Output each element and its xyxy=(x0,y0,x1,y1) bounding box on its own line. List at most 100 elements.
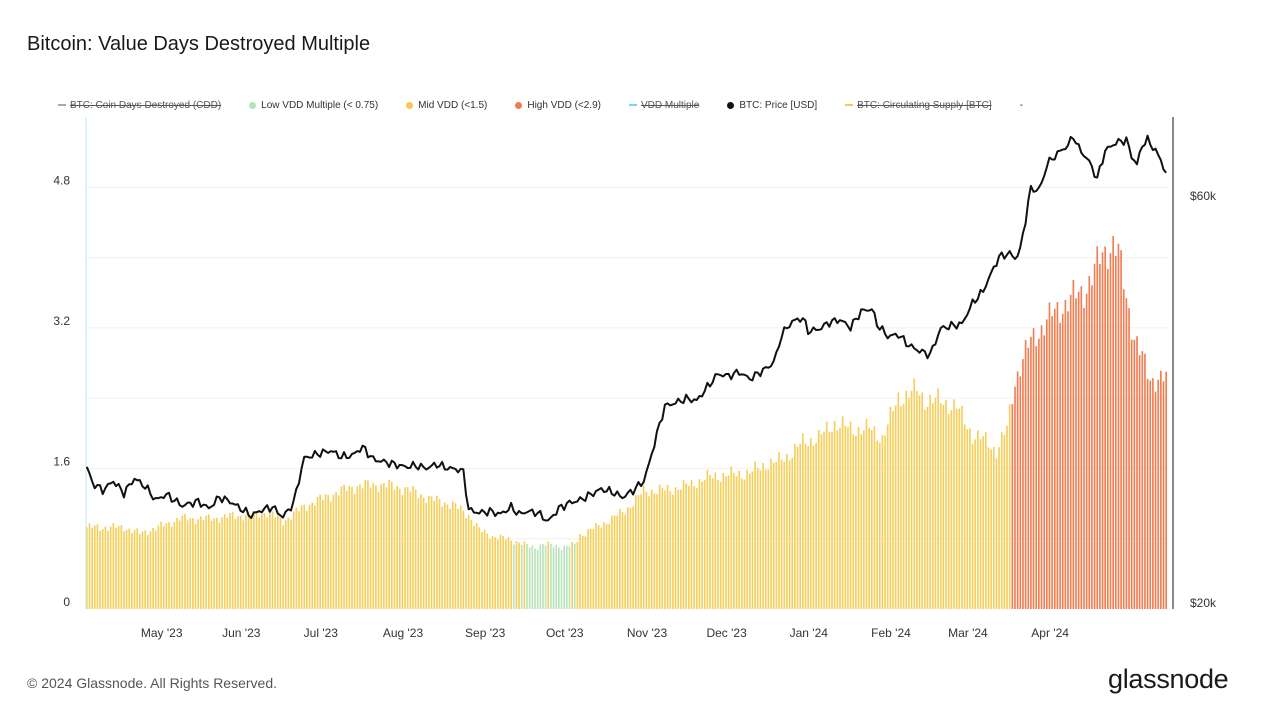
vdd-bar xyxy=(971,443,974,609)
vdd-bar xyxy=(412,486,414,609)
vdd-bar xyxy=(176,517,178,609)
vdd-bar xyxy=(454,503,457,609)
vdd-bar xyxy=(205,515,207,609)
vdd-bar xyxy=(770,458,772,609)
vdd-bar xyxy=(361,488,364,609)
vdd-bar xyxy=(1157,379,1160,609)
vdd-bar xyxy=(921,392,924,609)
vdd-bar xyxy=(661,487,664,609)
vdd-bar xyxy=(512,544,515,609)
vdd-bar xyxy=(152,527,154,609)
vdd-bar xyxy=(828,431,831,609)
vdd-bar xyxy=(266,517,268,609)
vdd-bar xyxy=(547,541,550,609)
vdd-bar xyxy=(847,427,849,609)
vdd-bar xyxy=(401,495,404,609)
vdd-bar xyxy=(809,438,812,609)
vdd-bar xyxy=(316,497,319,609)
legend-item-6[interactable]: BTC: Circulating Supply [BTC] xyxy=(845,100,992,111)
vdd-bar xyxy=(1024,339,1027,609)
vdd-bar xyxy=(613,515,616,609)
vdd-bar xyxy=(913,378,916,609)
vdd-bar xyxy=(221,517,223,609)
vdd-bar xyxy=(1000,432,1003,609)
vdd-bar xyxy=(1130,339,1133,609)
vdd-bar xyxy=(823,431,825,609)
vdd-bar xyxy=(255,511,258,609)
vdd-bar xyxy=(327,495,329,609)
vdd-bar xyxy=(282,525,284,609)
vdd-bar xyxy=(608,524,611,609)
vdd-bar xyxy=(860,434,863,609)
vdd-bar xyxy=(218,522,221,609)
x-tick-label: Jul '23 xyxy=(304,626,339,640)
axes xyxy=(85,117,1174,609)
vdd-bar xyxy=(632,506,634,609)
vdd-bar xyxy=(226,517,229,609)
vdd-bar xyxy=(799,443,802,609)
vdd-bar xyxy=(1040,325,1043,609)
vdd-bar xyxy=(404,487,406,609)
vdd-bar xyxy=(133,530,136,609)
vdd-bar xyxy=(786,453,788,609)
vdd-bar xyxy=(664,490,666,609)
vdd-bar xyxy=(141,531,144,609)
vdd-bar xyxy=(778,452,780,609)
legend-item-1[interactable]: Low VDD Multiple (< 0.75) xyxy=(249,100,378,111)
vdd-bar xyxy=(1104,246,1106,609)
vdd-bar xyxy=(523,541,526,609)
legend-item-2[interactable]: Mid VDD (<1.5) xyxy=(406,100,487,111)
vdd-bar xyxy=(627,507,629,609)
vdd-bar xyxy=(555,544,558,609)
legend-item-7[interactable]: - xyxy=(1020,100,1023,111)
vdd-bar xyxy=(897,392,900,609)
vdd-bar xyxy=(754,461,756,609)
vdd-bar xyxy=(104,526,107,609)
legend-label: Low VDD Multiple (< 0.75) xyxy=(261,99,379,111)
vdd-bar xyxy=(963,424,966,609)
vdd-bar xyxy=(388,479,390,609)
legend-item-0[interactable]: BTC: Coin Days Destroyed (CDD) xyxy=(58,100,221,111)
legend-item-5[interactable]: BTC: Price [USD] xyxy=(727,100,817,111)
y-left-tick-label: 0 xyxy=(63,595,70,609)
vdd-bar xyxy=(505,539,507,609)
price-line-group xyxy=(85,134,1167,522)
vdd-bar xyxy=(640,494,642,609)
vdd-bar xyxy=(878,442,881,609)
vdd-bar xyxy=(170,526,173,609)
vdd-bar xyxy=(560,549,563,609)
vdd-bar xyxy=(311,502,314,609)
vdd-bar xyxy=(852,434,855,609)
vdd-bar xyxy=(364,479,367,609)
vdd-bar xyxy=(650,489,653,609)
vdd-bar xyxy=(1088,275,1091,609)
vdd-bar xyxy=(444,502,446,609)
vdd-bar xyxy=(931,403,934,609)
vdd-bar xyxy=(526,543,528,609)
vdd-bar xyxy=(961,405,963,609)
vdd-bar xyxy=(377,492,380,609)
vdd-bar xyxy=(1114,255,1117,609)
legend-marker-icon xyxy=(58,104,66,106)
legend-item-3[interactable]: High VDD (<2.9) xyxy=(515,100,601,111)
vdd-bar xyxy=(375,485,377,609)
vdd-bar xyxy=(804,443,807,609)
vdd-bar xyxy=(741,478,743,609)
vdd-bar xyxy=(576,542,579,609)
vdd-bar xyxy=(682,479,685,609)
vdd-bar xyxy=(1061,313,1064,609)
vdd-bar xyxy=(573,543,576,609)
vdd-bar xyxy=(756,468,759,609)
vdd-bar xyxy=(695,488,698,609)
vdd-bar xyxy=(390,481,393,609)
legend-item-4[interactable]: VDD Multiple xyxy=(628,100,699,111)
vdd-bar xyxy=(685,483,687,609)
vdd-bar xyxy=(1162,381,1165,609)
vdd-bar xyxy=(383,483,385,609)
vdd-bar xyxy=(345,491,348,609)
vdd-bar xyxy=(250,515,253,609)
vdd-bar xyxy=(764,469,767,609)
vdd-bar xyxy=(857,426,860,609)
vdd-bar xyxy=(1043,335,1045,609)
vdd-bar xyxy=(1069,294,1072,609)
